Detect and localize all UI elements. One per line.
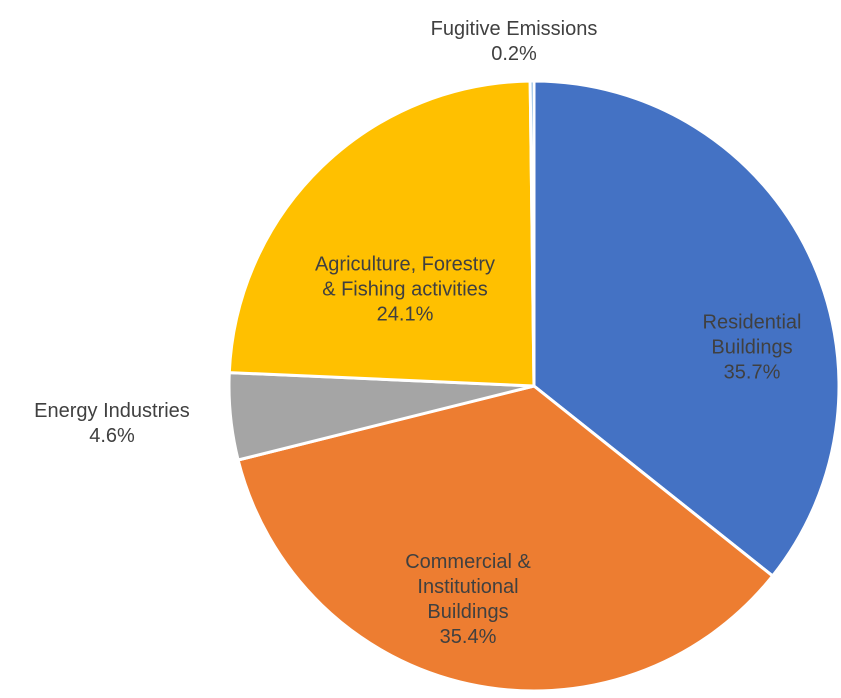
slice-label: Commercial & Institutional Buildings 35.4… — [393, 550, 543, 650]
category-label: Commercial & Institutional Buildings — [405, 551, 531, 623]
pie-slice — [532, 79, 841, 578]
pie-slice — [236, 384, 775, 693]
slice-label: Residential Buildings 35.7% — [682, 311, 822, 386]
slice-label: Fugitive Emissions 0.2% — [384, 17, 644, 67]
value-label: 0.2% — [491, 43, 537, 65]
value-label: 4.6% — [89, 425, 135, 447]
category-label: Residential Buildings — [702, 311, 802, 359]
pie-slice — [227, 79, 536, 388]
value-label: 35.7% — [723, 361, 781, 384]
pie-slice — [528, 79, 536, 388]
category-label: Fugitive Emissions — [430, 18, 598, 40]
value-label: 35.4% — [439, 626, 497, 648]
category-label: Energy Industries — [34, 400, 190, 422]
slice-label: Energy Industries 4.6% — [0, 399, 242, 449]
slice-label: Agriculture, Forestry & Fishing activiti… — [310, 253, 500, 328]
value-label: 24.1% — [376, 303, 434, 326]
category-label: Agriculture, Forestry & Fishing activiti… — [314, 253, 496, 301]
